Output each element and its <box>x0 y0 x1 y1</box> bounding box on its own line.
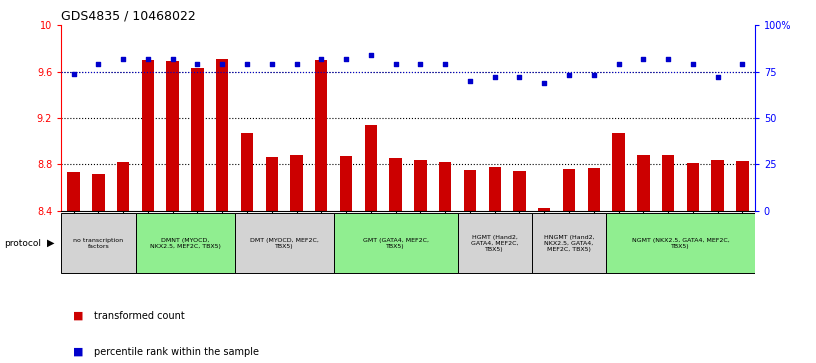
Point <box>463 78 477 84</box>
Point <box>588 73 601 78</box>
Bar <box>458 213 532 273</box>
Bar <box>290 155 303 211</box>
Point <box>339 56 353 62</box>
Point <box>191 61 204 67</box>
Bar <box>265 157 278 211</box>
Point <box>315 56 328 62</box>
Text: DMT (MYOCD, MEF2C,
TBX5): DMT (MYOCD, MEF2C, TBX5) <box>250 238 318 249</box>
Point <box>686 61 699 67</box>
Bar <box>612 133 625 211</box>
Bar <box>117 162 129 211</box>
Point <box>92 61 105 67</box>
Text: ■: ■ <box>73 311 84 321</box>
Point <box>215 61 228 67</box>
Text: no transcription
factors: no transcription factors <box>73 238 123 249</box>
Bar <box>588 168 600 211</box>
Text: protocol: protocol <box>4 239 41 248</box>
Point <box>117 56 130 62</box>
Bar <box>532 213 606 273</box>
Bar <box>415 160 427 211</box>
Point <box>290 61 303 67</box>
Text: HNGMT (Hand2,
NKX2.5, GATA4,
MEF2C, TBX5): HNGMT (Hand2, NKX2.5, GATA4, MEF2C, TBX5… <box>543 235 594 252</box>
Bar <box>563 169 575 211</box>
Point <box>439 61 452 67</box>
Bar <box>92 174 104 211</box>
Bar <box>439 162 451 211</box>
Point <box>538 80 551 86</box>
Bar <box>68 172 80 211</box>
Bar <box>489 167 501 211</box>
Point <box>736 61 749 67</box>
Bar <box>606 213 755 273</box>
Bar <box>637 155 650 211</box>
Bar <box>662 155 674 211</box>
Point <box>414 61 427 67</box>
Point <box>67 71 80 77</box>
Point <box>364 52 377 58</box>
Bar <box>712 160 724 211</box>
Point <box>636 56 650 62</box>
Bar <box>389 159 401 211</box>
Point <box>166 56 180 62</box>
Text: transformed count: transformed count <box>94 311 184 321</box>
Bar <box>135 213 235 273</box>
Text: HGMT (Hand2,
GATA4, MEF2C,
TBX5): HGMT (Hand2, GATA4, MEF2C, TBX5) <box>471 235 518 252</box>
Bar <box>315 60 327 211</box>
Point <box>562 73 575 78</box>
Point <box>488 74 501 80</box>
Bar <box>334 213 458 273</box>
Bar <box>235 213 334 273</box>
Point <box>141 56 154 62</box>
Bar <box>241 133 253 211</box>
Bar <box>365 125 377 211</box>
Point <box>513 74 526 80</box>
Bar <box>142 60 154 211</box>
Bar <box>216 59 228 211</box>
Bar <box>340 156 353 211</box>
Point <box>612 61 625 67</box>
Bar <box>513 171 526 211</box>
Bar <box>61 213 135 273</box>
Text: ■: ■ <box>73 347 84 357</box>
Text: GMT (GATA4, MEF2C,
TBX5): GMT (GATA4, MEF2C, TBX5) <box>362 238 428 249</box>
Text: NGMT (NKX2.5, GATA4, MEF2C,
TBX5): NGMT (NKX2.5, GATA4, MEF2C, TBX5) <box>632 238 730 249</box>
Bar <box>687 163 699 211</box>
Point <box>662 56 675 62</box>
Point <box>265 61 278 67</box>
Text: percentile rank within the sample: percentile rank within the sample <box>94 347 259 357</box>
Bar <box>166 61 179 211</box>
Point <box>711 74 724 80</box>
Text: DMNT (MYOCD,
NKX2.5, MEF2C, TBX5): DMNT (MYOCD, NKX2.5, MEF2C, TBX5) <box>149 238 220 249</box>
Point <box>389 61 402 67</box>
Bar <box>538 208 551 211</box>
Bar <box>191 68 204 211</box>
Text: GDS4835 / 10468022: GDS4835 / 10468022 <box>61 10 196 23</box>
Bar <box>463 170 476 211</box>
Bar <box>736 161 748 211</box>
Text: ▶: ▶ <box>47 238 55 248</box>
Point <box>241 61 254 67</box>
